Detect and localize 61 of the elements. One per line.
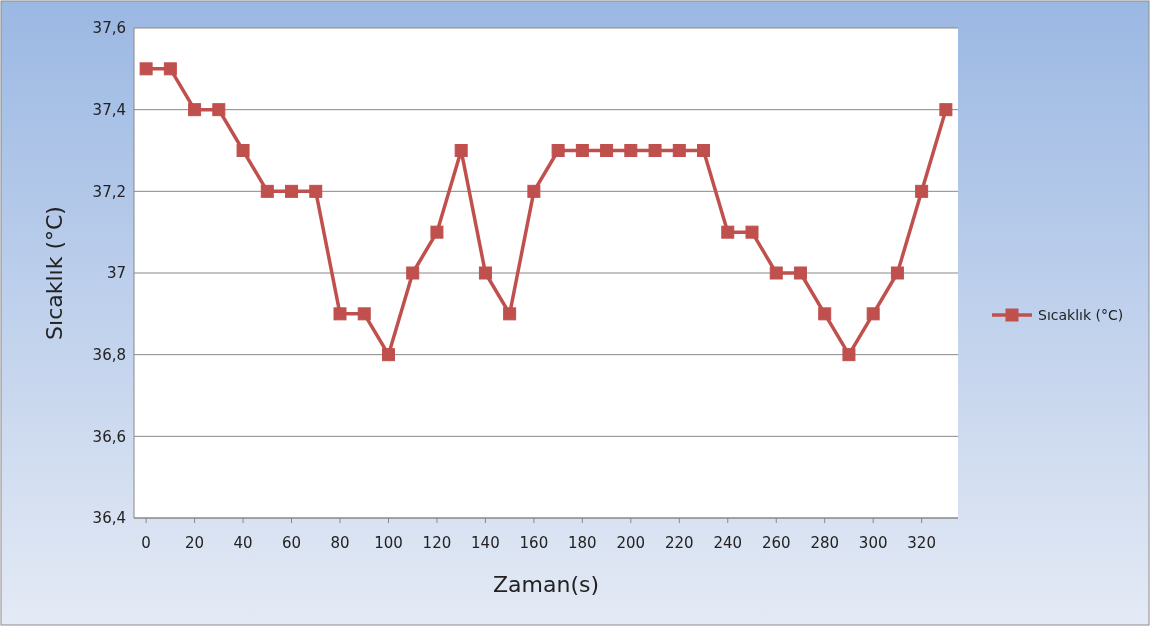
point — [309, 184, 323, 198]
x-tick-label: 20 — [185, 534, 205, 552]
x-tick-label: 240 — [713, 534, 743, 552]
point — [333, 307, 347, 321]
point — [357, 307, 371, 321]
y-tick-label: 37,2 — [92, 182, 126, 201]
x-tick-label: 160 — [519, 534, 549, 552]
point — [939, 103, 953, 117]
point — [769, 266, 783, 280]
point — [381, 348, 395, 362]
point — [866, 307, 880, 321]
x-tick-label: 120 — [422, 534, 452, 552]
x-tick-label: 180 — [568, 534, 597, 552]
x-tick-label: 100 — [374, 534, 403, 552]
point — [139, 62, 153, 76]
y-tick-label: 36,6 — [92, 427, 126, 446]
point — [430, 225, 444, 239]
y-tick-label: 36,8 — [92, 345, 126, 364]
y-tick-label: 36,4 — [92, 509, 126, 528]
point — [648, 144, 662, 157]
x-tick-label: 260 — [761, 534, 791, 552]
x-tick-label: 280 — [810, 534, 840, 552]
point — [503, 307, 517, 321]
point — [551, 144, 565, 157]
x-tick-label: 80 — [330, 534, 350, 552]
point — [600, 144, 614, 157]
x-tick-label: 40 — [233, 534, 253, 552]
point — [721, 225, 735, 239]
x-tick-label: 300 — [858, 534, 888, 552]
point — [745, 225, 759, 239]
point — [818, 307, 832, 321]
point — [915, 184, 929, 198]
point — [260, 184, 274, 198]
point — [842, 348, 856, 362]
point — [478, 266, 492, 280]
point — [527, 184, 541, 198]
x-tick-label: 200 — [616, 534, 646, 552]
point — [212, 103, 226, 117]
x-tick-label: 60 — [281, 534, 302, 552]
point — [890, 266, 904, 280]
x-tick-label: 220 — [664, 534, 694, 552]
x-tick-label: 320 — [907, 534, 936, 552]
point — [454, 144, 468, 157]
y-tick-label: 37,4 — [92, 100, 126, 119]
x-tick-label: 0 — [141, 534, 151, 552]
point — [697, 144, 711, 157]
point — [793, 266, 807, 280]
point — [163, 62, 177, 76]
y-tick-label: 37 — [106, 264, 126, 283]
point — [672, 144, 686, 157]
legend-label: Sıcaklık (°C) — [1038, 306, 1124, 323]
point — [575, 144, 589, 157]
point — [236, 144, 250, 157]
x-tick-label: 140 — [471, 534, 500, 552]
y-tick-label: 37,6 — [92, 19, 126, 38]
y-axis-title: Sıcaklık (°C) — [42, 206, 67, 340]
point — [188, 103, 202, 117]
x-axis-title: Zaman(s) — [492, 572, 600, 597]
point — [624, 144, 638, 157]
point — [285, 184, 299, 198]
point — [406, 266, 420, 280]
